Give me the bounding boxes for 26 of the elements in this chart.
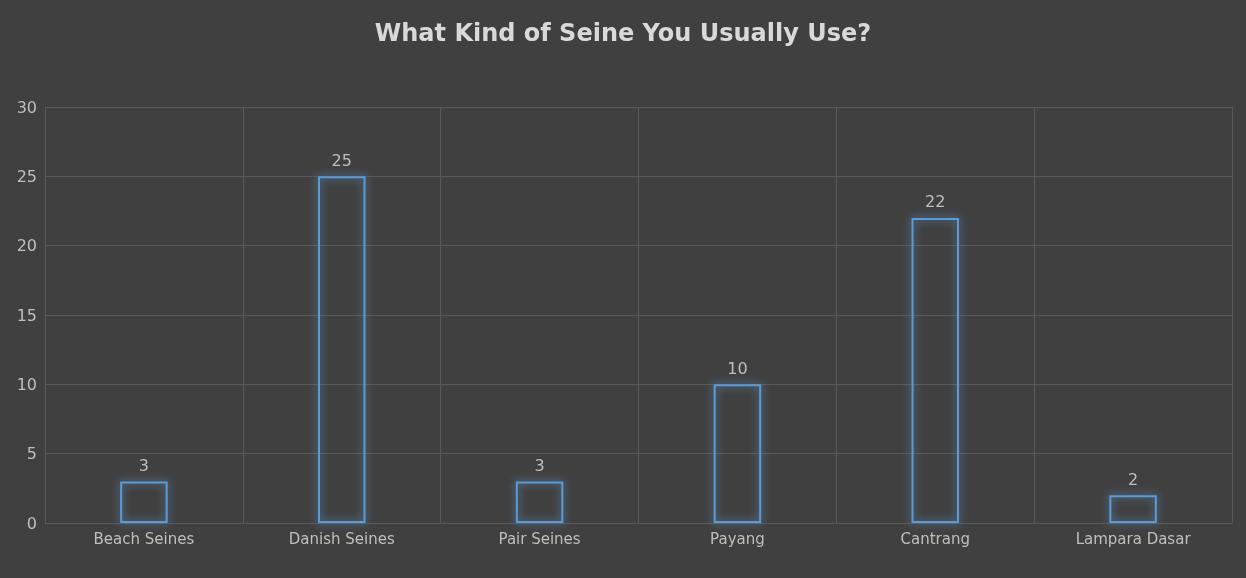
y-tick-label: 30 — [16, 97, 37, 117]
bar — [515, 481, 564, 523]
y-tick-label: 10 — [16, 374, 37, 394]
y-tick-label: 15 — [16, 305, 37, 325]
data-label: 10 — [727, 358, 748, 378]
bar — [911, 217, 959, 523]
x-tick-label: Pair Seines — [498, 529, 581, 548]
x-tick-label: Beach Seines — [93, 529, 195, 548]
x-tick-label: Cantrang — [900, 529, 970, 548]
data-label: 3 — [534, 455, 545, 475]
y-tick-label: 25 — [16, 166, 37, 186]
x-tick-label: Danish Seines — [288, 529, 395, 548]
bar — [1109, 495, 1157, 523]
y-tick-label: 0 — [26, 513, 37, 533]
chart-title: What Kind of Seine You Usually Use? — [374, 19, 872, 47]
data-label: 22 — [925, 192, 946, 212]
bar — [318, 176, 366, 523]
data-label: 3 — [138, 455, 150, 475]
data-label: 2 — [1127, 469, 1139, 489]
data-label: 25 — [331, 150, 352, 170]
bar — [120, 481, 168, 523]
y-tick-label: 20 — [16, 236, 37, 256]
x-tick-label: Payang — [710, 529, 765, 548]
y-tick-label: 5 — [26, 444, 37, 464]
x-tick-label: Lampara Dasar — [1075, 529, 1192, 548]
bar — [713, 384, 762, 523]
